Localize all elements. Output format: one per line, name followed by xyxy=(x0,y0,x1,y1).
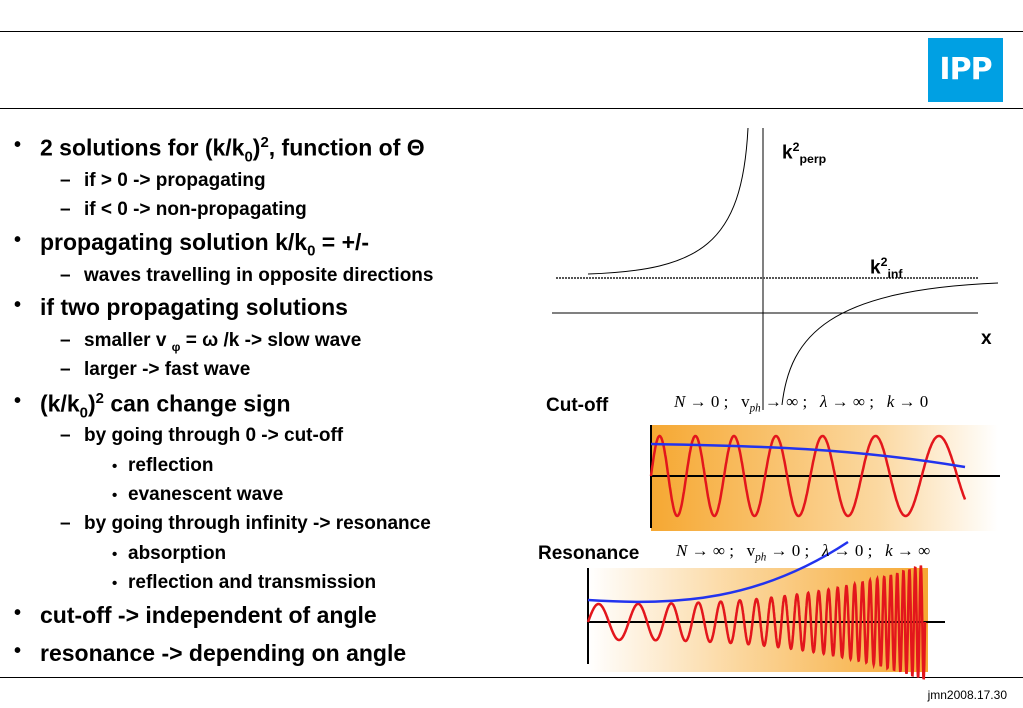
bullet-text: reflection and transmission xyxy=(128,572,377,593)
bullet-text: larger -> fast wave xyxy=(84,359,251,380)
bullet-marker: • xyxy=(112,458,118,475)
bullet-text: reflection xyxy=(128,455,214,476)
bullet-text: waves travelling in opposite directions xyxy=(84,265,434,286)
header-rule xyxy=(0,108,1023,109)
bullet-marker: • xyxy=(112,546,118,563)
cutoff-formula: N → 0 ; vph → ∞ ; λ → ∞ ; k → 0 xyxy=(674,392,929,415)
cutoff-wave xyxy=(649,434,967,518)
bullet-marker: – xyxy=(60,265,71,286)
bullet-text: if two propagating solutions xyxy=(40,294,348,320)
resonance-wave xyxy=(586,565,927,680)
bullet-marker: • xyxy=(14,294,22,316)
cutoff-envelope xyxy=(650,442,966,469)
resonance-formula: N → ∞ ; vph → 0 ; λ → 0 ; k → ∞ xyxy=(676,541,931,564)
resonance-envelope xyxy=(587,540,849,604)
bullet-marker: – xyxy=(60,513,71,534)
bullet-marker: – xyxy=(60,359,71,380)
bullet-marker: – xyxy=(60,170,71,191)
footer-code: jmn2008.17.30 xyxy=(927,688,1007,702)
bullet-marker: – xyxy=(60,199,71,220)
bullet-text: propagating solution k/k0 = +/- xyxy=(40,229,370,260)
cutoff-panel xyxy=(651,425,998,531)
resonance-label: Resonance xyxy=(538,543,640,564)
k2perp-label: k2perp xyxy=(782,140,827,167)
bullet-text: if > 0 -> propagating xyxy=(84,170,266,191)
bullet-marker: • xyxy=(14,229,22,251)
bullet-marker: • xyxy=(14,390,22,412)
footer-rule xyxy=(0,677,1023,678)
bullet-marker: • xyxy=(14,640,22,662)
top-rule xyxy=(0,31,1023,32)
bullet-text: by going through infinity -> resonance xyxy=(84,513,431,534)
x-axis-label: x xyxy=(981,328,992,349)
bullet-text: by going through 0 -> cut-off xyxy=(84,425,344,446)
bullet-text: smaller v φ = ω /k -> slow wave xyxy=(84,330,362,354)
bullet-text: 2 solutions for (k/k0)2, function of Θ xyxy=(40,134,425,166)
bullet-marker: – xyxy=(60,330,71,351)
branch-left xyxy=(587,127,749,275)
bullet-marker: • xyxy=(14,134,22,156)
bullet-text: (k/k0)2 can change sign xyxy=(40,390,291,422)
bullet-text: absorption xyxy=(128,543,227,564)
bullet-marker: • xyxy=(14,602,22,624)
bullet-marker: • xyxy=(112,575,118,592)
k2inf-label: k2inf xyxy=(870,255,903,282)
ipp-logo: IPP xyxy=(928,38,1003,102)
branch-right xyxy=(781,282,999,406)
bullet-text: resonance -> depending on angle xyxy=(40,640,407,666)
bullet-text: cut-off -> independent of angle xyxy=(40,602,377,628)
bullet-text: evanescent wave xyxy=(128,484,284,505)
cutoff-label: Cut-off xyxy=(546,395,609,416)
bullet-marker: • xyxy=(112,487,118,504)
bullet-text: if < 0 -> non-propagating xyxy=(84,199,307,220)
bullet-marker: – xyxy=(60,425,71,446)
